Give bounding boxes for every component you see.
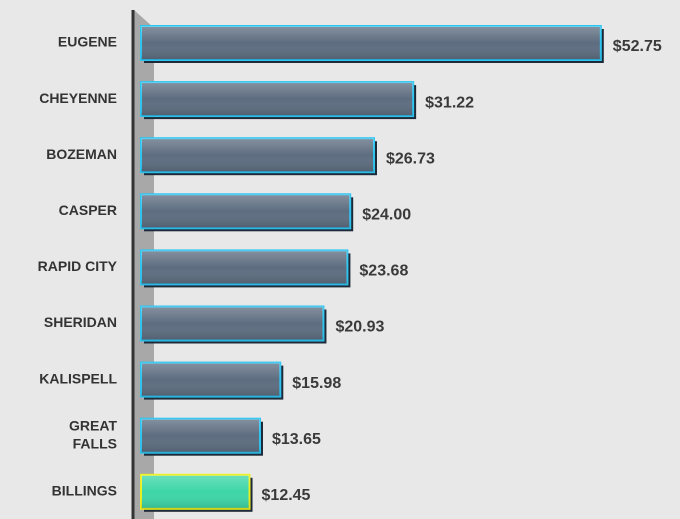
- category-label: RAPID CITY: [38, 258, 118, 274]
- value-label: $13.65: [272, 431, 321, 448]
- category-label: BOZEMAN: [46, 146, 117, 162]
- value-label: $24.00: [362, 207, 411, 224]
- category-label: CHEYENNE: [39, 90, 117, 106]
- category-label: CASPER: [59, 202, 117, 218]
- category-label: SHERIDAN: [44, 314, 117, 330]
- value-label: $26.73: [386, 150, 435, 167]
- bar-shade: [141, 306, 324, 341]
- value-label: $15.98: [292, 375, 341, 392]
- value-label: $12.45: [262, 487, 311, 504]
- bar-shade: [141, 362, 281, 397]
- bar-shade: [141, 194, 351, 229]
- bar-shade: [141, 138, 374, 173]
- bar-shade: [141, 250, 348, 285]
- category-label: BILLINGS: [52, 483, 117, 499]
- category-label: KALISPELL: [39, 370, 117, 386]
- bar-shade: [141, 26, 601, 60]
- category-label: EUGENE: [58, 34, 117, 50]
- value-label: $52.75: [613, 38, 662, 55]
- bar-shade: [141, 82, 414, 117]
- value-label: $31.22: [425, 94, 474, 111]
- value-label: $23.68: [359, 263, 408, 280]
- value-label: $20.93: [335, 319, 384, 336]
- bar-shade: [141, 418, 260, 453]
- category-label: GREAT FALLS: [69, 417, 117, 451]
- bar-shade: [141, 474, 250, 509]
